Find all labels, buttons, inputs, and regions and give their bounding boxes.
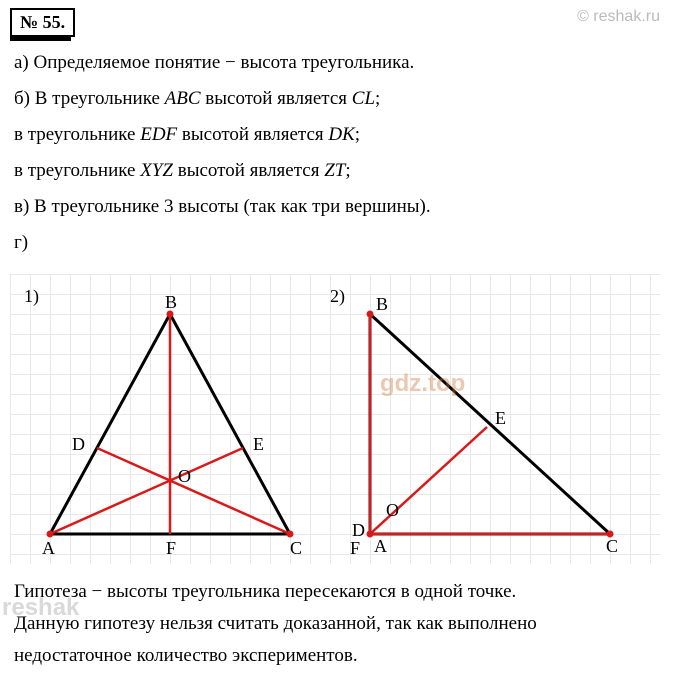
diagrams-container: 1) 2): [10, 274, 660, 564]
hypothesis-block: Гипотеза − высоты треугольника пересекаю…: [0, 572, 676, 677]
label-d2-F: F: [350, 538, 360, 559]
label-d1-B: B: [165, 292, 177, 313]
line-b3: в треугольнике XYZ высотой является ZT;: [14, 153, 662, 189]
label-d1-O: O: [178, 466, 191, 487]
b3-triangle: XYZ: [140, 160, 173, 181]
label-d1-F: F: [166, 538, 176, 559]
line-b1: б) В треугольнике ABC высотой является C…: [14, 81, 662, 117]
label-d2-C: C: [606, 536, 618, 557]
line-b2: в треугольнике EDF высотой является DK;: [14, 117, 662, 153]
watermark-middle: gdz.top: [380, 370, 465, 398]
problem-number: № 55.: [20, 12, 65, 32]
diagram-1: [47, 310, 294, 537]
hypothesis-line-1: Гипотеза − высоты треугольника пересекаю…: [14, 576, 662, 608]
label-d2-B: B: [376, 294, 388, 315]
watermark-top: © reshak.ru: [577, 8, 660, 26]
b1-mid: высотой является: [201, 88, 352, 109]
label-d1-A: A: [42, 538, 55, 559]
watermark-bottom: reshak: [2, 594, 79, 622]
label-d2-E: E: [495, 408, 506, 429]
label-d1-D: D: [72, 434, 85, 455]
diagram-2: [367, 310, 614, 537]
label-d2-O: O: [386, 500, 399, 521]
b3-pre: в треугольнике: [14, 160, 140, 181]
b2-end: ;: [355, 124, 360, 145]
line-c: в) В треугольнике 3 высоты (так как три …: [14, 189, 662, 225]
problem-number-box: № 55.: [10, 8, 75, 37]
label-d2-A: A: [374, 536, 387, 557]
b1-triangle: ABC: [165, 88, 201, 109]
b3-altitude: ZT: [324, 160, 345, 181]
b1-altitude: CL: [352, 88, 375, 109]
b2-altitude: DK: [328, 124, 354, 145]
hypothesis-line-3: недостаточное количество экспериментов.: [14, 640, 662, 672]
b1-pre: б) В треугольнике: [14, 88, 165, 109]
b2-triangle: EDF: [140, 124, 177, 145]
line-a: а) Определяемое понятие − высота треугол…: [14, 45, 662, 81]
b3-mid: высотой является: [173, 160, 324, 181]
b2-pre: в треугольнике: [14, 124, 140, 145]
b1-end: ;: [375, 88, 380, 109]
label-d1-E: E: [253, 434, 264, 455]
hypothesis-line-2: Данную гипотезу нельзя считать доказанно…: [14, 608, 662, 640]
label-d1-C: C: [290, 538, 302, 559]
triangles-svg: [10, 274, 660, 564]
line-d: г): [14, 225, 662, 261]
b2-mid: высотой является: [177, 124, 328, 145]
b3-end: ;: [345, 160, 350, 181]
solution-text: а) Определяемое понятие − высота треугол…: [0, 37, 676, 270]
